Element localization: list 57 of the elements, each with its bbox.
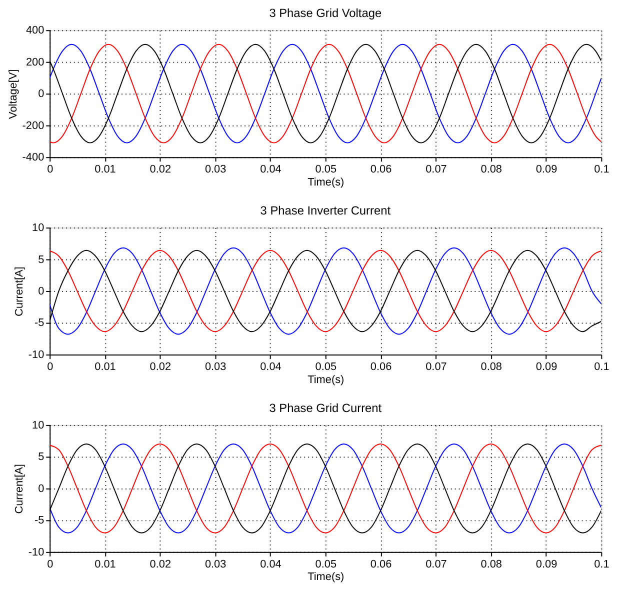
x-tick-label: 0.06 [370,163,392,176]
x-axis-title: Time(s) [308,571,344,584]
x-tick-label: 0.04 [260,163,282,176]
y-tick-label: 10 [32,222,44,234]
y-tick-label: 10 [32,419,44,432]
x-tick-label: 0.03 [204,163,226,176]
y-tick-label: 5 [38,451,44,464]
x-tick-label: 0.04 [260,558,282,570]
x-tick-label: 0.1 [594,558,610,570]
x-tick-label: 0.05 [315,558,337,570]
x-tick-label: 0.03 [204,360,226,373]
chart-title: 3 Phase Inverter Current [260,204,392,218]
x-tick-label: 0 [47,163,54,176]
x-tick-label: 0.1 [594,163,610,176]
chart-title: 3 Phase Grid Current [269,401,382,416]
x-tick-label: 0.02 [150,163,172,176]
y-tick-label: 0 [38,286,44,298]
x-tick-label: 0.09 [536,360,558,373]
x-axis-title: Time(s) [308,374,344,386]
x-tick-label: 0.09 [536,163,558,176]
y-tick-label: -400 [22,152,44,164]
x-tick-label: 0.07 [426,163,447,176]
x-tick-label: 0.03 [204,558,226,570]
x-tick-label: 0.06 [370,360,392,373]
x-tick-label: 0.09 [536,558,558,570]
x-tick-label: 0.01 [94,558,116,570]
x-tick-label: 0.01 [94,360,116,373]
x-tick-label: 0.1 [594,360,610,373]
x-tick-label: 0 [47,558,54,570]
x-tick-label: 0.02 [150,558,172,570]
x-tick-label: 0.01 [94,163,116,176]
y-tick-label: 0 [38,88,44,100]
x-tick-label: 0.05 [315,360,337,373]
y-tick-label: -10 [28,348,44,361]
y-tick-label: -5 [34,317,44,330]
y-axis-title: Current[A] [13,464,26,514]
y-tick-label: -10 [28,546,44,558]
x-tick-label: 0 [47,360,54,373]
y-tick-label: 400 [26,24,44,37]
x-tick-label: 0.04 [260,360,282,373]
y-tick-label: 200 [26,56,44,68]
x-tick-label: 0.08 [480,558,502,570]
x-tick-label: 0.05 [315,163,337,176]
x-tick-label: 0.07 [426,558,447,570]
x-tick-label: 0.07 [426,360,447,373]
x-tick-label: 0.08 [480,163,502,176]
y-axis-title: Voltage[V] [7,69,20,119]
y-tick-label: 0 [38,482,44,495]
y-tick-label: -5 [34,514,44,527]
y-tick-label: -200 [22,120,44,132]
x-tick-label: 0.08 [480,360,502,373]
chart-title: 3 Phase Grid Voltage [269,6,382,20]
x-axis-title: Time(s) [308,176,344,188]
y-axis-title: Current[A] [13,266,26,316]
y-tick-label: 5 [38,254,44,266]
x-tick-label: 0.02 [150,360,172,373]
x-tick-label: 0.06 [370,558,392,570]
